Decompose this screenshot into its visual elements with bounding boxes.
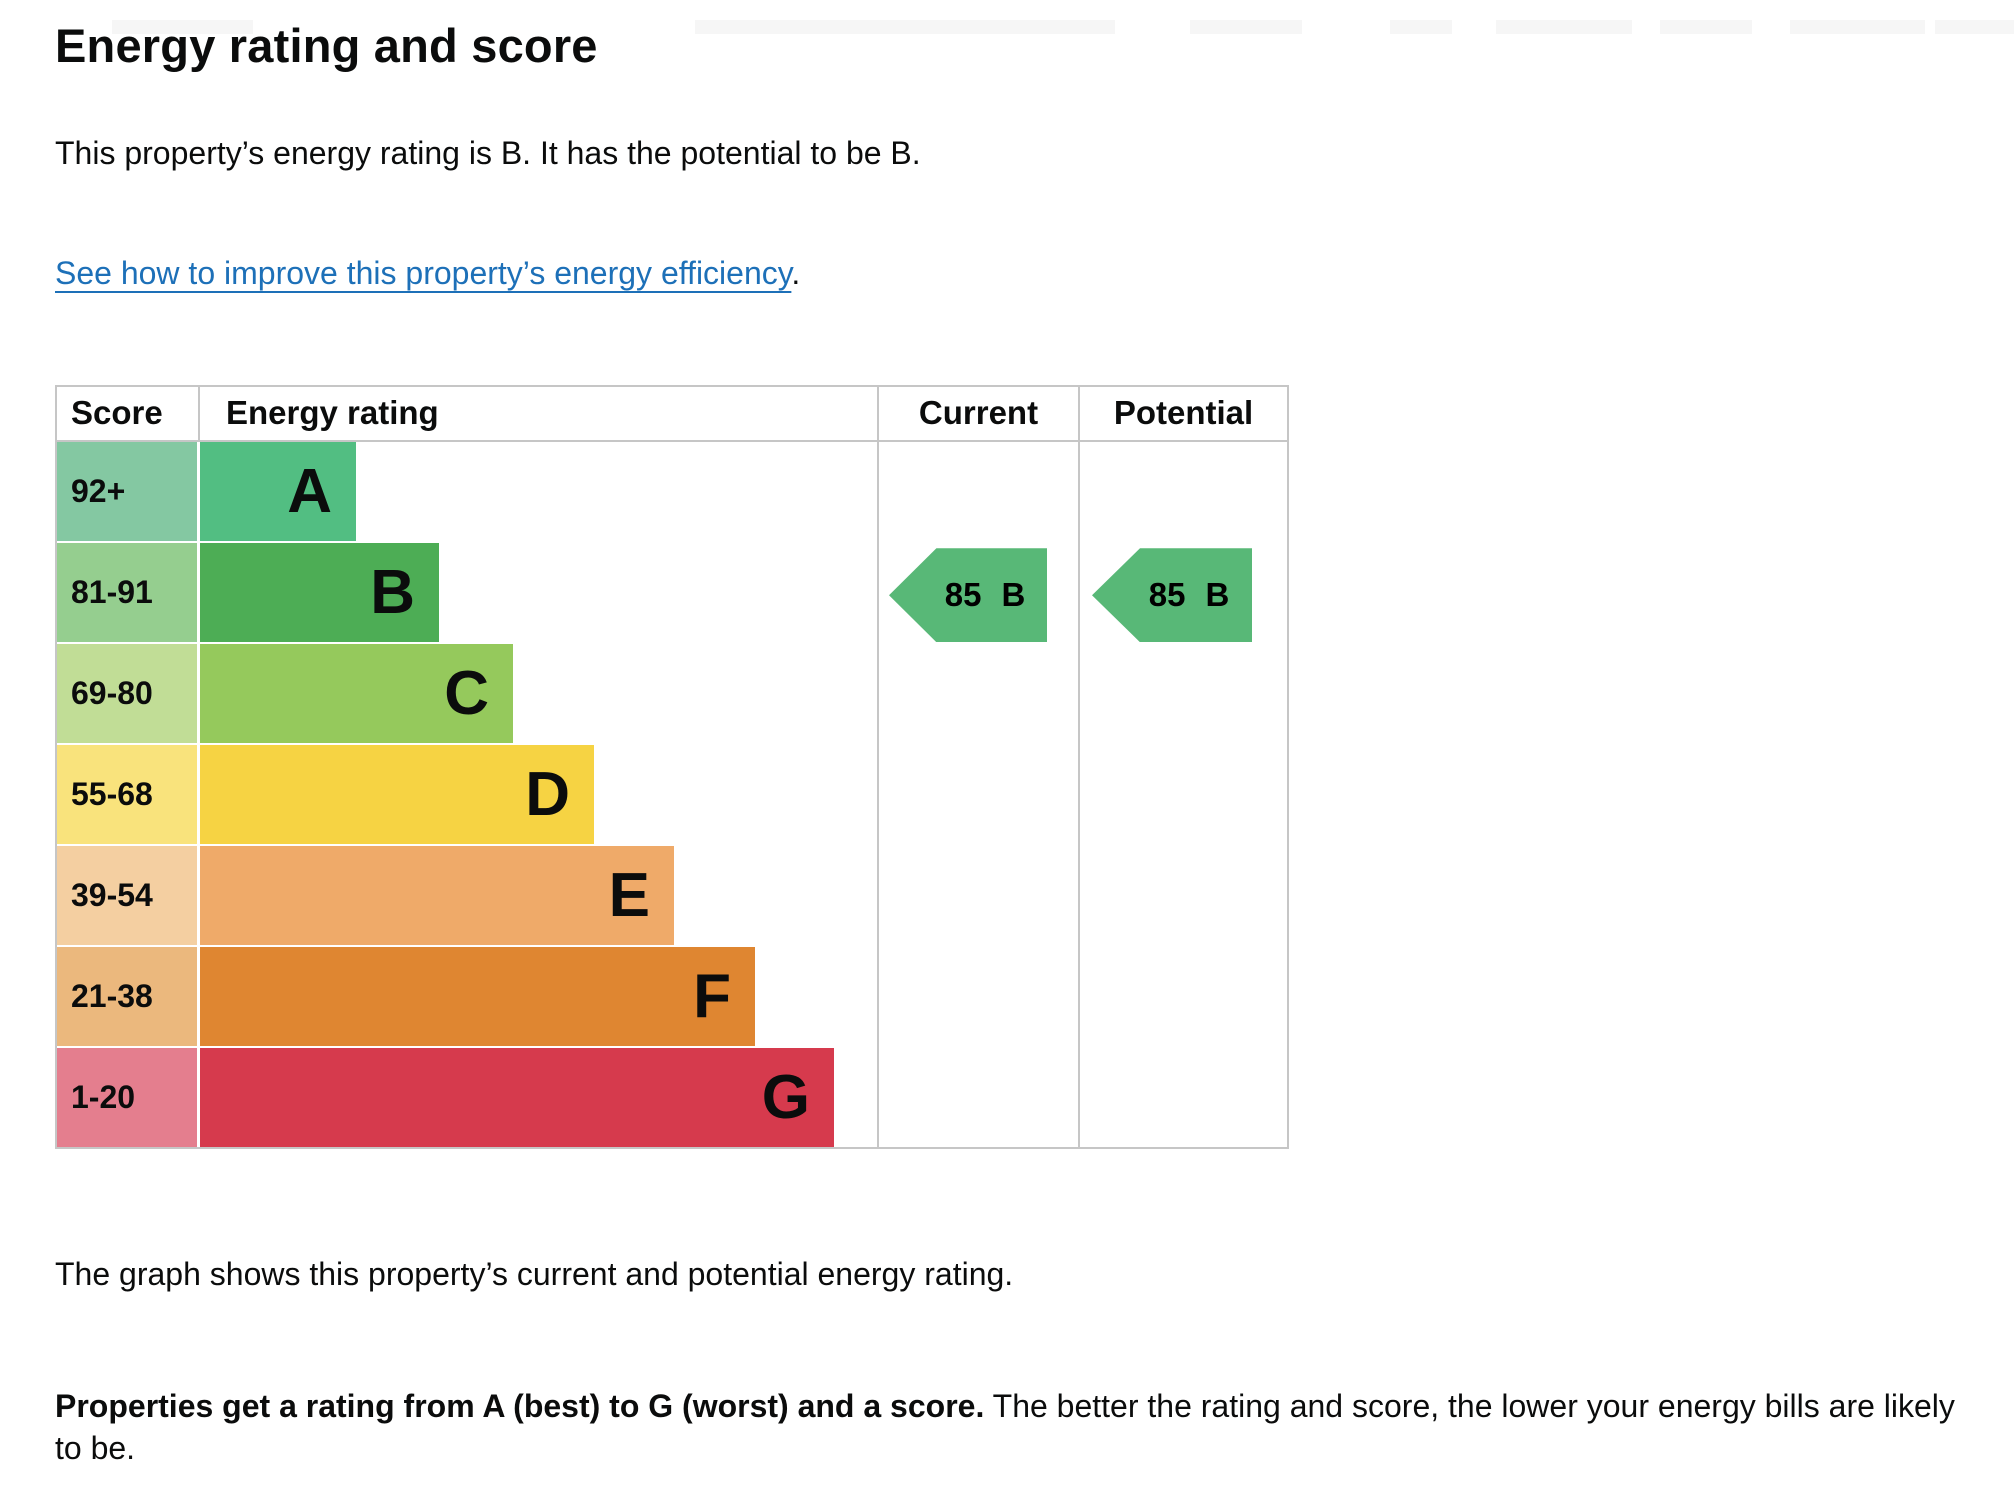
rating-summary-text: This property’s energy rating is B. It h… [55, 134, 921, 171]
potential-score: 85 [1148, 576, 1186, 614]
current-column-header: Current [879, 387, 1078, 442]
clipped-content-bar [1496, 20, 1632, 34]
epc-band-row-c: 69-80 C [57, 643, 877, 745]
clipped-content-above [0, 20, 2014, 34]
score-range-d: 55-68 [57, 744, 200, 844]
current-rating-arrow: 85 B [889, 548, 1047, 643]
rating-explanation-bold: Properties get a rating from A (best) to… [55, 1387, 985, 1424]
clipped-content-bar [1935, 20, 2014, 34]
improve-efficiency-line: See how to improve this property’s energ… [55, 252, 1964, 294]
epc-band-row-g: 1-20 G [57, 1047, 877, 1147]
band-bar-f: F [200, 946, 755, 1046]
score-range-c: 69-80 [57, 643, 200, 743]
epc-band-row-d: 55-68 D [57, 744, 877, 846]
band-bar-e: E [200, 845, 674, 945]
band-bar-c: C [200, 643, 513, 743]
epc-rating-columns: Score Energy rating 92+ A 81-91 B 69-80 C 55-6… [57, 386, 877, 1147]
score-range-f: 21-38 [57, 946, 200, 1046]
energy-rating-section: Energy rating and score This property’s … [0, 20, 2014, 1469]
link-suffix: . [791, 254, 801, 291]
clipped-content-bar [1660, 20, 1752, 34]
score-range-a: 92+ [57, 441, 200, 541]
epc-band-row-e: 39-54 E [57, 845, 877, 947]
potential-rating-arrow: 85 B [1092, 548, 1252, 643]
potential-band-letter: B [1205, 576, 1230, 614]
improve-efficiency-link[interactable]: See how to improve this property’s energ… [55, 254, 792, 291]
band-bar-a: A [200, 441, 356, 541]
epc-bands: 92+ A 81-91 B 69-80 C 55-68 D 39-54 E 21-38 F 1-20 G [57, 441, 877, 1147]
current-score: 85 [944, 576, 982, 614]
energy-rating-column-header: Energy rating [226, 394, 439, 432]
clipped-content-bar [695, 20, 1115, 34]
clipped-content-bar [1790, 20, 1925, 34]
epc-chart: Score Energy rating 92+ A 81-91 B 69-80 C 55-6… [55, 384, 1289, 1149]
clipped-content-bar [1390, 20, 1452, 34]
current-band-letter: B [1001, 576, 1026, 614]
clipped-content-bar [112, 20, 253, 34]
epc-band-row-b: 81-91 B [57, 542, 877, 644]
epc-header-left: Score Energy rating [57, 386, 877, 442]
rating-explanation-rest: The better the rating and score, the low… [55, 1387, 1955, 1466]
band-bar-b: B [200, 542, 439, 642]
band-bar-d: D [200, 744, 594, 844]
band-bar-g: G [200, 1047, 834, 1147]
epc-band-row-a: 92+ A [57, 441, 877, 543]
potential-column-header: Potential [1080, 387, 1287, 442]
potential-rating-column: Potential 85 B [1078, 386, 1287, 1147]
epc-band-row-f: 21-38 F [57, 946, 877, 1048]
graph-caption: The graph shows this property’s current … [55, 1255, 1014, 1292]
score-range-e: 39-54 [57, 845, 200, 945]
score-column-header: Score [57, 386, 200, 440]
score-range-b: 81-91 [57, 542, 200, 642]
current-rating-column: Current 85 B [877, 386, 1078, 1147]
score-range-g: 1-20 [57, 1047, 200, 1147]
clipped-content-bar [1190, 20, 1302, 34]
rating-explanation: Properties get a rating from A (best) to… [55, 1385, 1964, 1469]
